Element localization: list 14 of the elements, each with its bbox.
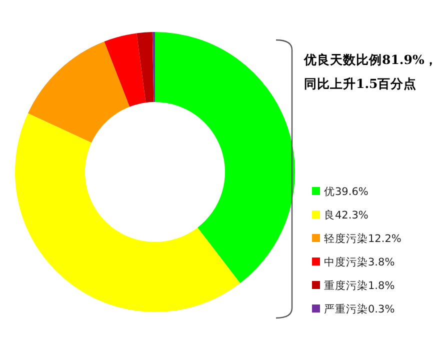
donut-slice bbox=[104, 33, 146, 107]
legend-label: 严重污染0.3% bbox=[324, 302, 395, 316]
donut-slice bbox=[152, 32, 155, 102]
donut-slice bbox=[28, 42, 130, 143]
legend-label: 轻度污染12.2% bbox=[324, 232, 402, 245]
text: 优良天数比例81.9%， bbox=[303, 52, 438, 67]
legend-label: 重度污染1.8% bbox=[324, 279, 395, 292]
legend-label: 中度污染3.8% bbox=[324, 256, 395, 268]
donut-slice bbox=[155, 32, 295, 284]
legend-label: 良42.3% bbox=[324, 208, 368, 222]
legend-label: 优39.6% bbox=[324, 186, 368, 198]
donut-slice bbox=[15, 113, 240, 312]
donut-slice bbox=[136, 32, 154, 103]
text: 同比上升1.5百分点 bbox=[304, 76, 417, 91]
